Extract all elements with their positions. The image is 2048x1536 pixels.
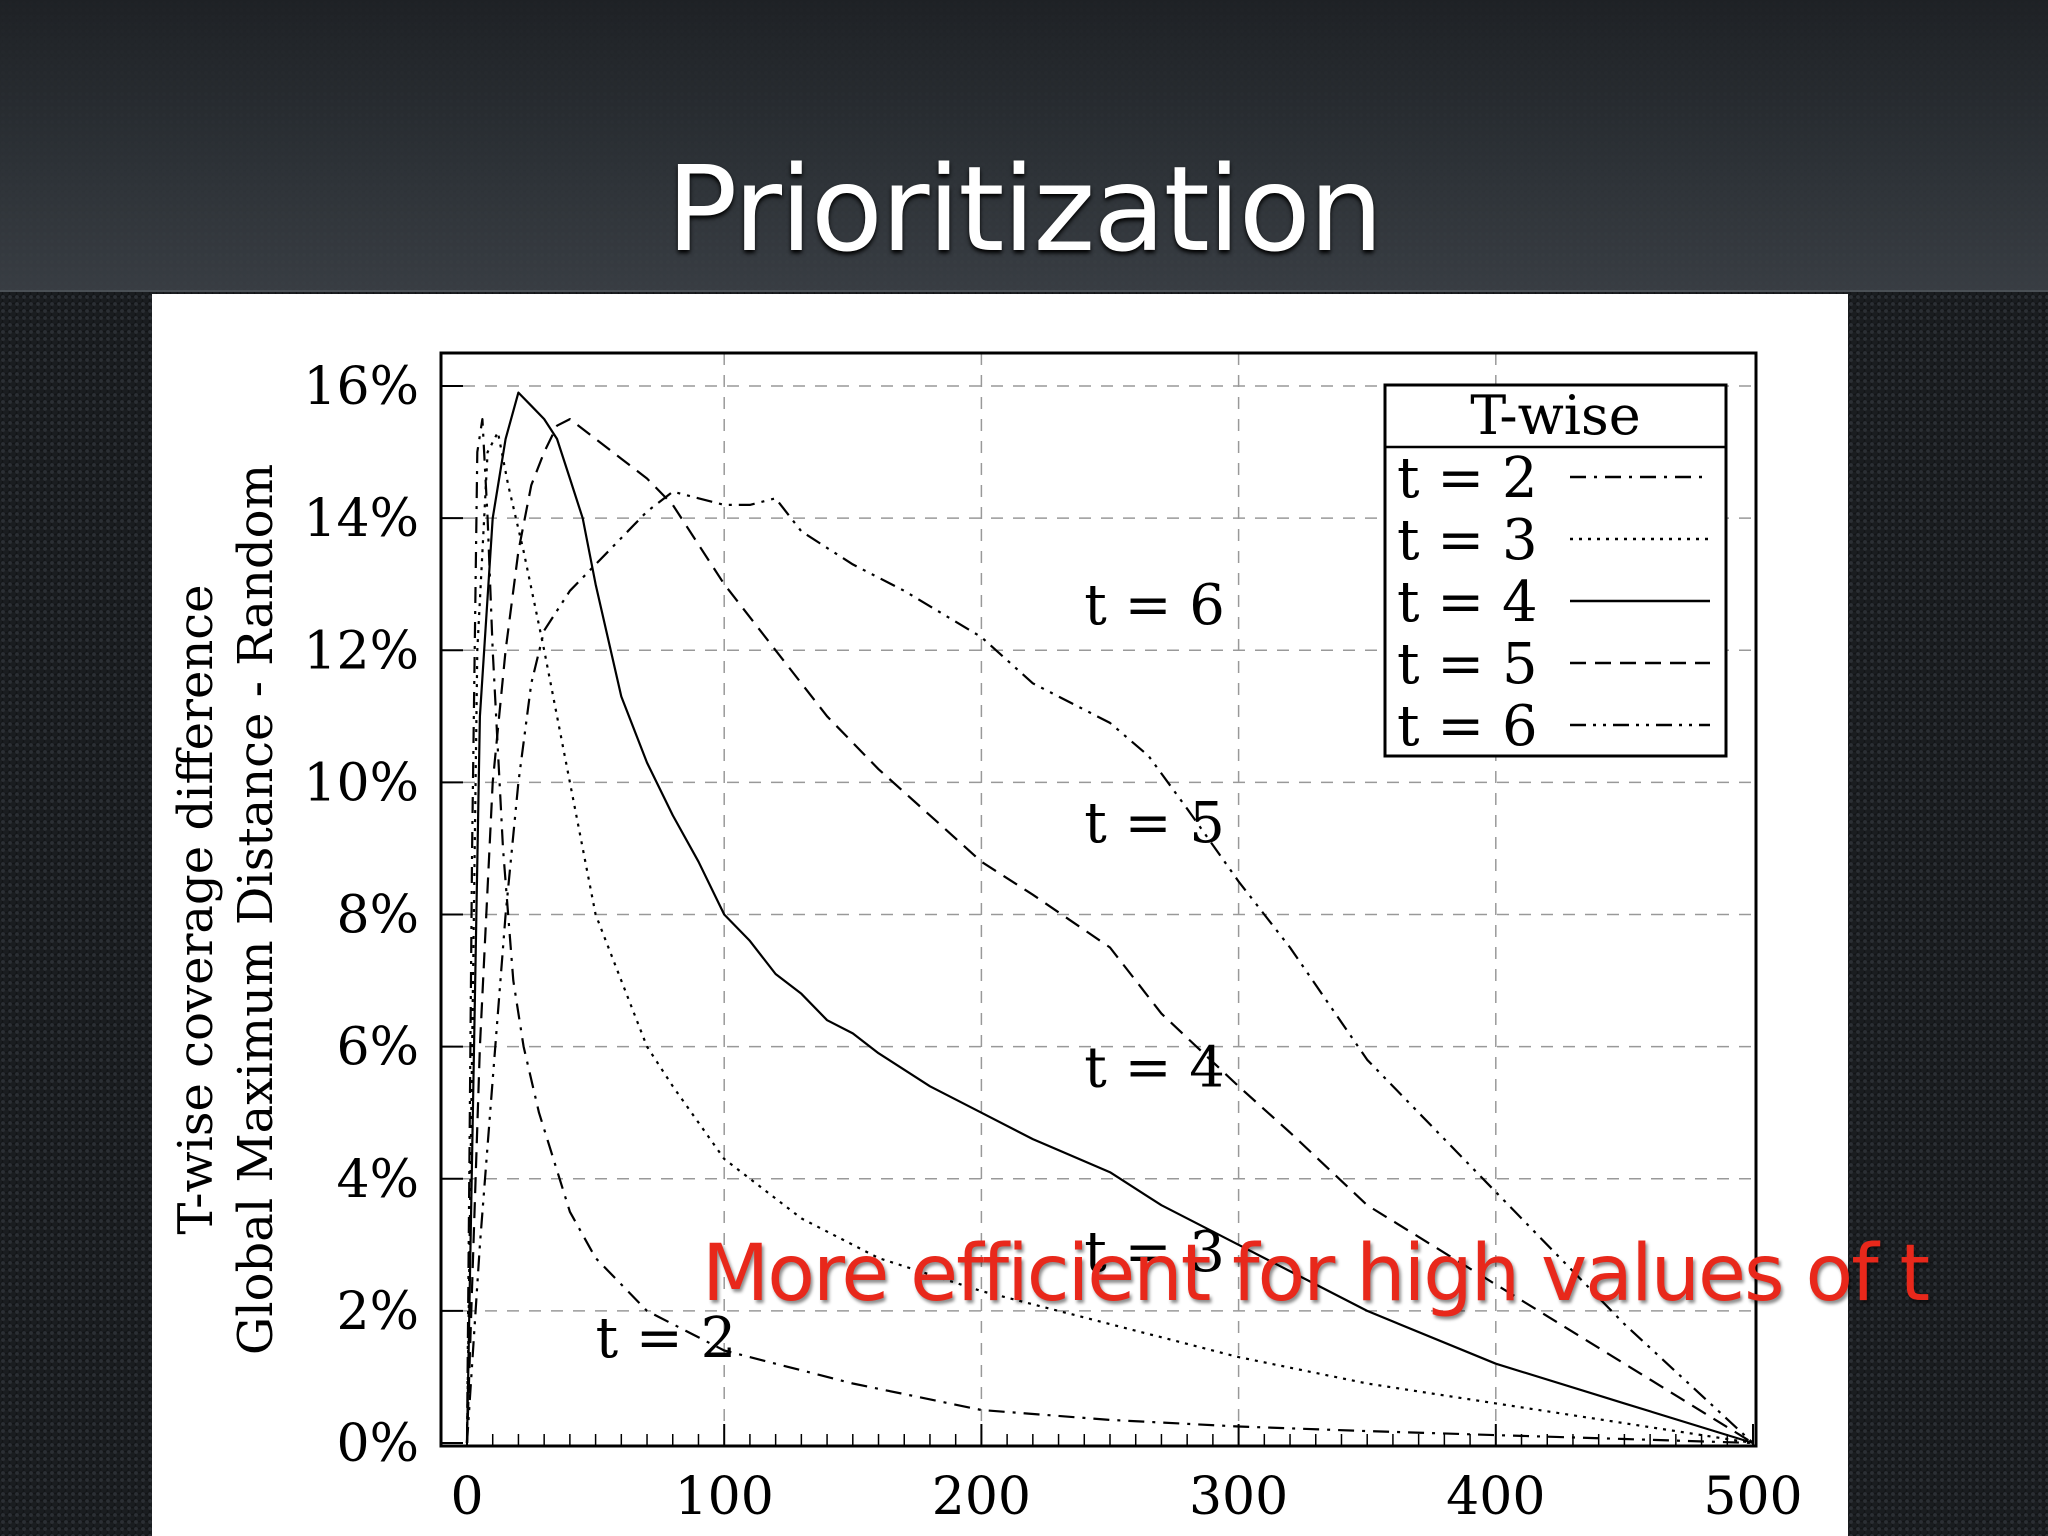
legend-entry-label: t = 6 [1397,694,1538,759]
y-tick-label: 6% [337,1018,420,1078]
x-tick-label: 400 [1446,1467,1545,1527]
curve-label: t = 3 [1084,1220,1225,1285]
y-tick-label: 4% [337,1150,420,1210]
y-tick-label: 10% [303,753,419,813]
title-band [0,0,2048,292]
legend-entry-label: t = 2 [1397,446,1538,511]
curve-label: t = 6 [1084,573,1225,638]
x-tick-label: 500 [1703,1467,1802,1527]
y-tick-label: 12% [303,621,419,681]
y-tick-label: 8% [337,886,420,946]
x-tick-label: 300 [1189,1467,1288,1527]
legend-entry-label: t = 4 [1397,570,1538,635]
series-line-t6 [465,490,1754,1444]
legend-entry-label: t = 5 [1397,632,1538,697]
figure-panel: 0% 2% 4% 6% 8% 10% 12% 14% 16% 0 100 200 300 400 500 T… [152,294,1930,1536]
coverage-chart: 0% 2% 4% 6% 8% 10% 12% 14% 16% 0 100 200 300 400 500 T… [168,351,1803,1527]
legend-entry-label: t = 3 [1397,508,1538,573]
y-tick-label: 16% [303,357,419,417]
curve-labels: t = 6 t = 5 t = 4 t = 3 t = 2 [596,573,1225,1371]
y-axis-label-line: T-wise coverage difference [168,584,224,1234]
plot-frame [439,351,1758,1448]
y-tick-label: 2% [337,1282,420,1342]
y-tick-label: 0% [337,1414,420,1474]
y-axis-label-line: Global Maximum Distance - Random [228,464,284,1355]
series-line-t5 [465,418,1754,1444]
x-tick-label: 100 [675,1467,774,1527]
x-tick-label: 200 [932,1467,1031,1527]
series-line-t2 [465,418,1754,1445]
slide-title: Prioritization [666,140,1383,278]
x-tick-label: 0 [450,1467,483,1527]
curve-label: t = 4 [1084,1035,1225,1100]
y-tick-label: 14% [303,489,419,549]
axis-ticks: 0% 2% 4% 6% 8% 10% 12% 14% 16% 0 100 200 300 400 500 [303,357,1802,1527]
efficiency-annotation: More efficient for high values of t [702,1229,1930,1319]
y-axis-label: T-wise coverage difference Global Maximum… [168,464,284,1355]
curve-label: t = 2 [596,1306,737,1371]
series-line-t4 [465,391,1754,1445]
legend-title: T-wise [1470,384,1640,447]
curve-label: t = 5 [1084,791,1225,856]
series-lines [465,391,1754,1445]
